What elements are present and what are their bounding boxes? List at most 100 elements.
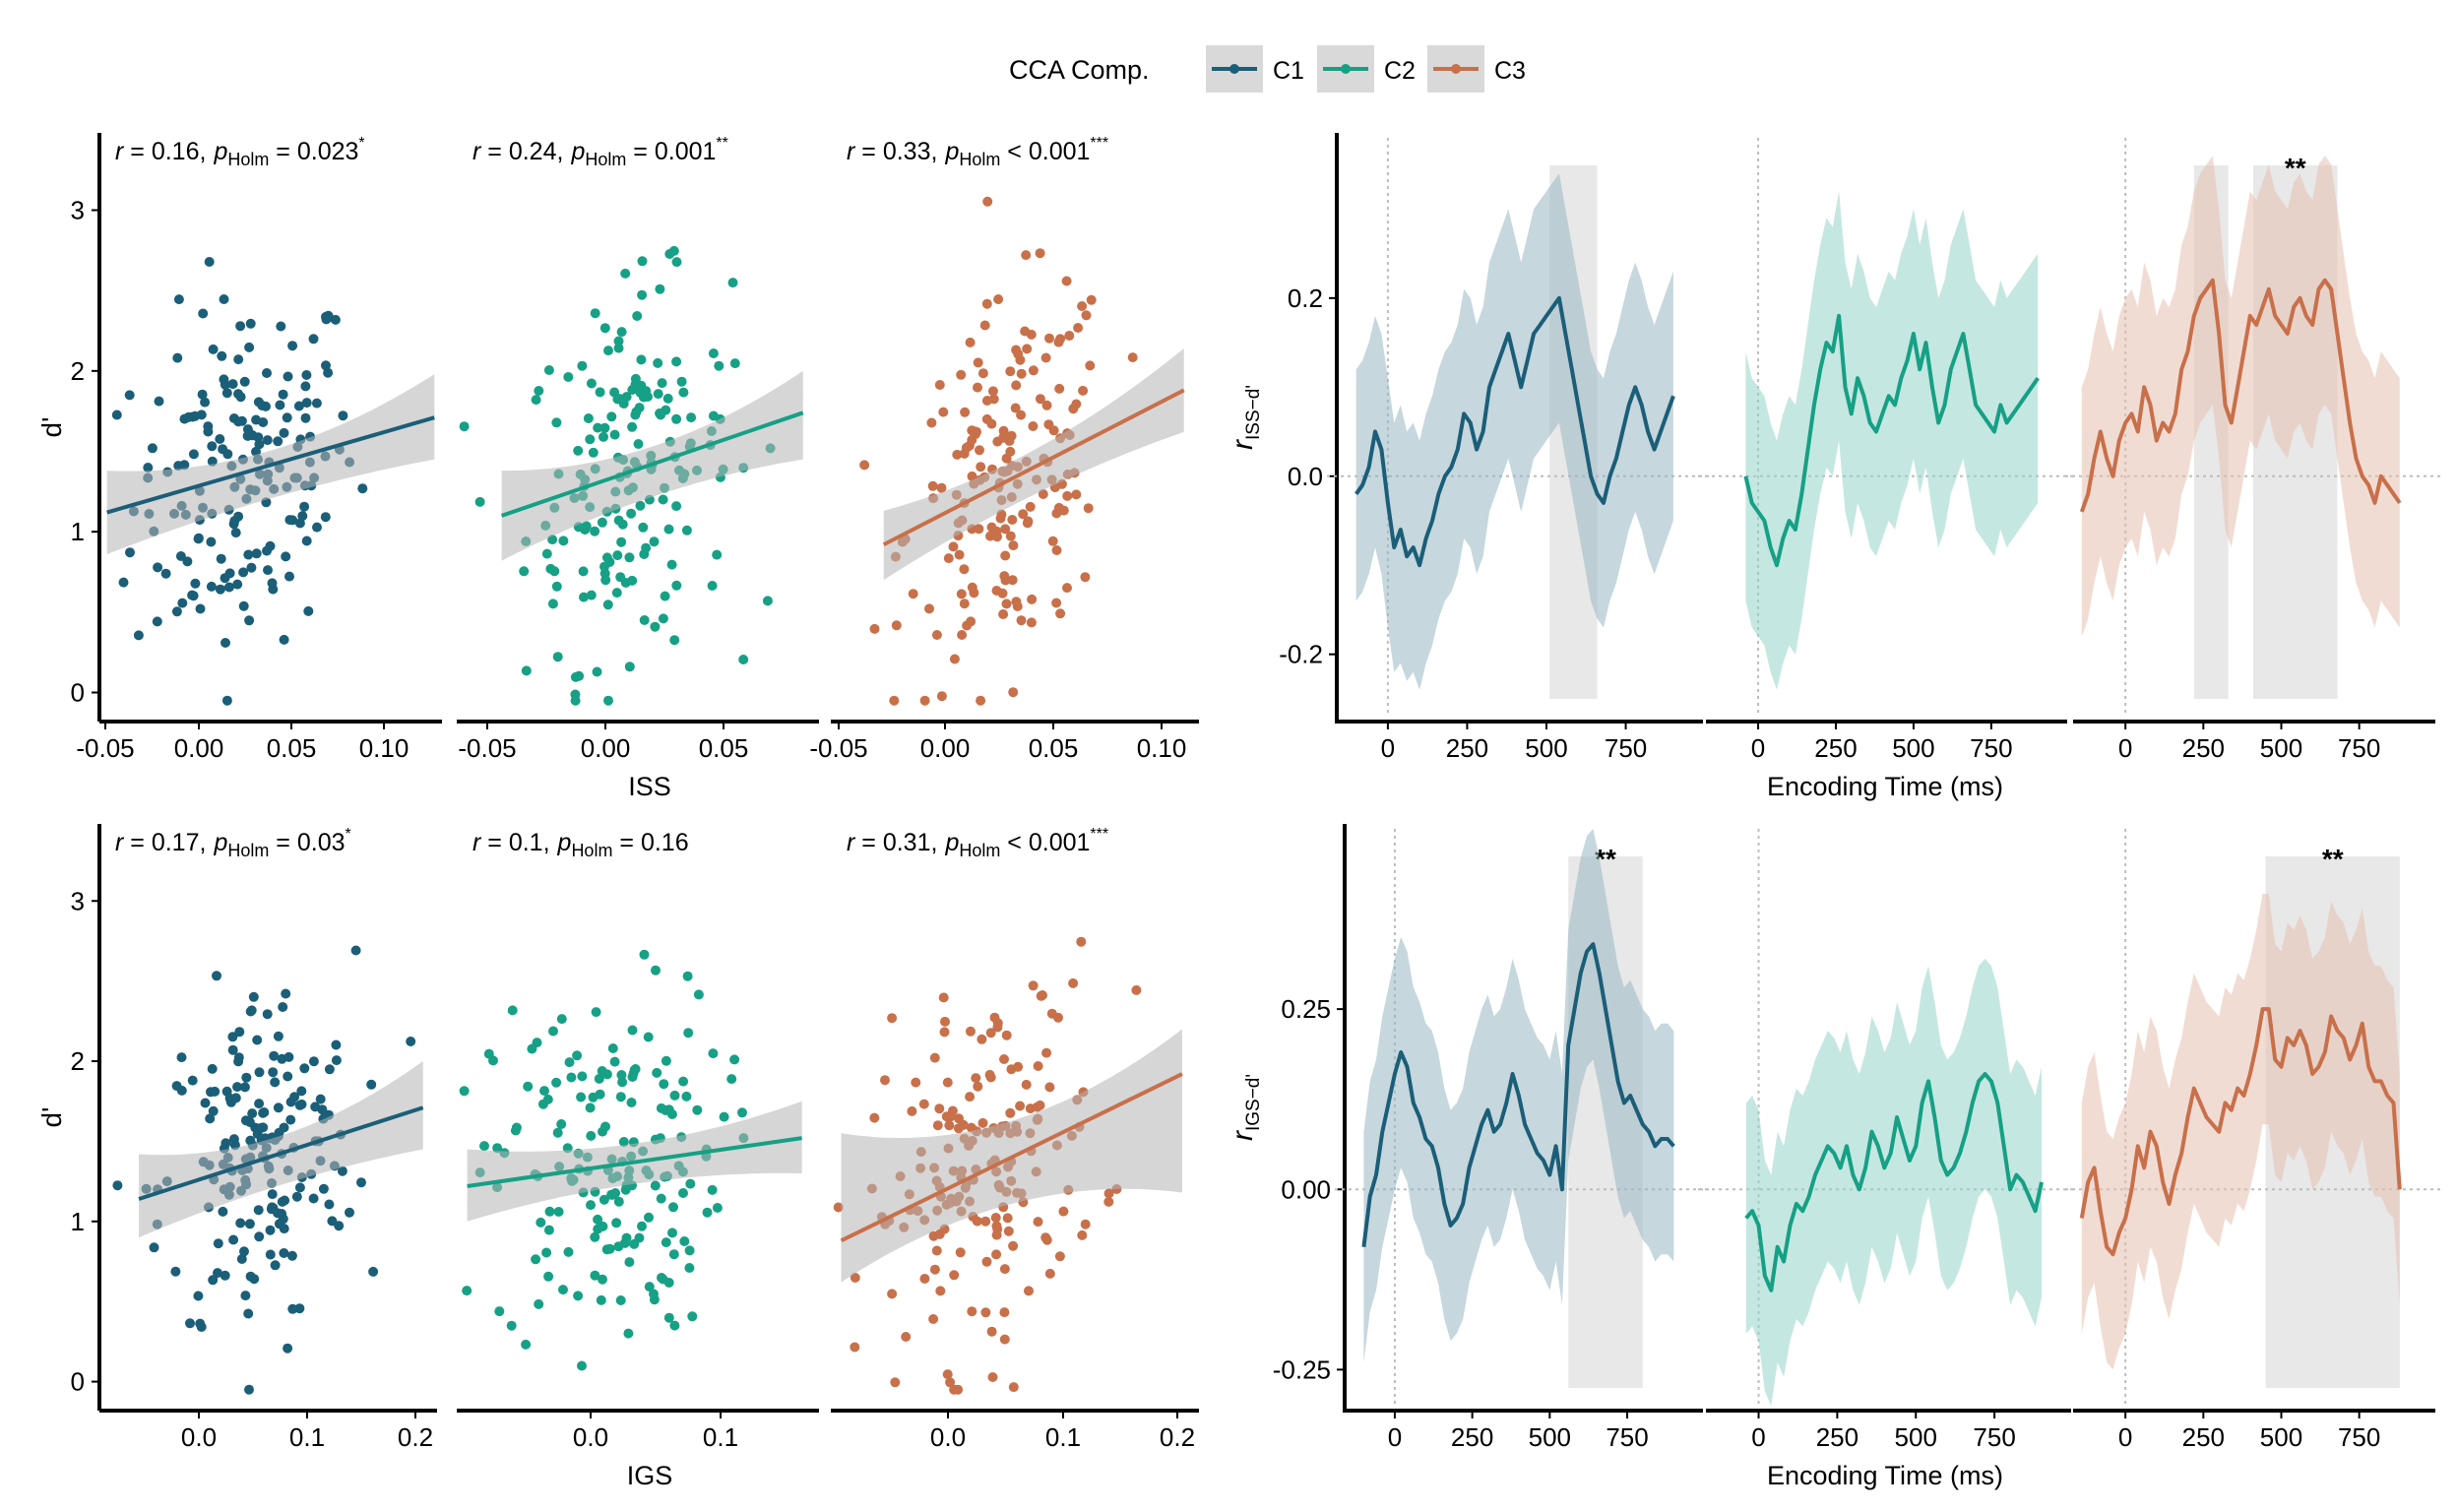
data-point bbox=[991, 526, 1002, 536]
data-point bbox=[992, 1018, 1003, 1029]
data-point bbox=[973, 1081, 983, 1092]
data-point bbox=[252, 1035, 263, 1045]
data-point bbox=[287, 341, 298, 351]
data-point bbox=[712, 549, 723, 560]
timecourse-panel-c3: ** 0 250 500 750 bbox=[2065, 829, 2441, 1452]
data-point bbox=[627, 421, 638, 432]
x-tick-label: 0.2 bbox=[1160, 1422, 1195, 1452]
data-point bbox=[577, 1360, 587, 1371]
data-point bbox=[293, 401, 304, 411]
data-point bbox=[919, 1274, 930, 1284]
y-axis-label-main: r bbox=[1227, 1130, 1259, 1141]
data-point bbox=[220, 1270, 230, 1281]
data-point bbox=[655, 284, 665, 294]
data-point bbox=[1040, 1232, 1051, 1243]
data-point bbox=[1131, 984, 1142, 995]
x-tick-label: 500 bbox=[1892, 733, 1934, 763]
data-point bbox=[551, 417, 562, 428]
y-axis-label: rIGS−d' bbox=[1227, 1074, 1264, 1141]
data-point bbox=[1000, 550, 1011, 561]
data-point bbox=[223, 582, 234, 593]
x-tick-label: 500 bbox=[1895, 1422, 1937, 1452]
data-point bbox=[273, 436, 284, 447]
data-point bbox=[603, 346, 613, 356]
x-tick-label: 250 bbox=[2182, 1422, 2225, 1452]
data-point bbox=[634, 1232, 645, 1243]
data-point bbox=[283, 1343, 293, 1354]
y-tick-label: 3 bbox=[71, 196, 85, 225]
data-point bbox=[639, 949, 650, 960]
legend-dot-c1 bbox=[1229, 64, 1239, 74]
data-point bbox=[577, 360, 588, 371]
data-point bbox=[590, 1270, 600, 1281]
regression-line bbox=[106, 415, 435, 515]
data-point bbox=[154, 396, 164, 407]
data-point bbox=[112, 1180, 123, 1191]
data-point bbox=[459, 1086, 470, 1097]
y-tick-label: 0.2 bbox=[1288, 284, 1323, 313]
data-point bbox=[177, 598, 188, 608]
data-point bbox=[991, 1249, 1002, 1260]
data-point bbox=[1038, 990, 1047, 1000]
data-point bbox=[570, 695, 581, 706]
data-point bbox=[208, 344, 219, 354]
data-point bbox=[286, 1250, 297, 1261]
data-point bbox=[331, 1055, 342, 1066]
data-point bbox=[719, 1111, 729, 1122]
confidence-band bbox=[139, 1061, 423, 1238]
data-point bbox=[960, 407, 971, 417]
data-point bbox=[506, 1320, 517, 1331]
data-point bbox=[227, 1044, 238, 1055]
data-point bbox=[598, 1194, 609, 1205]
data-point bbox=[980, 1216, 991, 1227]
data-point bbox=[257, 401, 268, 410]
stat-p-value: = 0.023 bbox=[269, 138, 358, 165]
data-point bbox=[901, 1332, 912, 1342]
stat-r-value: = 0.16, bbox=[123, 138, 206, 165]
data-point bbox=[1028, 365, 1039, 376]
y-tick-label: -0.2 bbox=[1279, 640, 1323, 669]
data-point bbox=[637, 289, 648, 300]
data-point bbox=[542, 1094, 553, 1104]
data-point bbox=[281, 988, 291, 999]
stat-r-value: = 0.1, bbox=[480, 829, 549, 856]
data-point bbox=[627, 1025, 638, 1036]
data-point bbox=[1008, 1382, 1019, 1393]
data-point bbox=[942, 1369, 953, 1380]
y-tick-label: 0.25 bbox=[1281, 994, 1331, 1024]
timecourse-panel-c3: ** 0 250 500 750 bbox=[2065, 138, 2441, 763]
data-point bbox=[977, 368, 988, 379]
data-point bbox=[949, 1384, 960, 1395]
data-point bbox=[1033, 1217, 1043, 1228]
y-tick-label: 0 bbox=[71, 678, 85, 708]
data-point bbox=[1044, 1082, 1055, 1093]
data-point bbox=[658, 494, 668, 505]
data-point bbox=[1032, 1102, 1042, 1112]
x-tick-label: -0.05 bbox=[809, 733, 867, 763]
data-point bbox=[597, 1066, 607, 1076]
data-point bbox=[284, 571, 294, 582]
data-point bbox=[324, 1064, 335, 1075]
data-point bbox=[952, 449, 963, 460]
data-point bbox=[1001, 598, 1012, 609]
data-point bbox=[241, 1072, 252, 1083]
data-point bbox=[1007, 515, 1018, 525]
data-point bbox=[671, 501, 682, 512]
data-point bbox=[246, 562, 257, 573]
data-point bbox=[666, 559, 677, 570]
data-point bbox=[1007, 575, 1018, 586]
data-point bbox=[986, 1326, 997, 1337]
data-point bbox=[556, 1119, 567, 1129]
data-point bbox=[213, 1238, 223, 1249]
data-point bbox=[919, 695, 930, 706]
data-point bbox=[519, 566, 530, 577]
data-point bbox=[406, 1037, 416, 1046]
data-point bbox=[1011, 597, 1022, 607]
x-tick-label: 250 bbox=[1816, 1422, 1858, 1452]
x-axis-label: Encoding Time (ms) bbox=[1767, 1461, 2003, 1490]
data-point bbox=[908, 589, 918, 599]
data-point bbox=[233, 1056, 244, 1067]
legend-label-c3: C3 bbox=[1494, 57, 1526, 85]
confidence-ribbon bbox=[2081, 893, 2400, 1370]
